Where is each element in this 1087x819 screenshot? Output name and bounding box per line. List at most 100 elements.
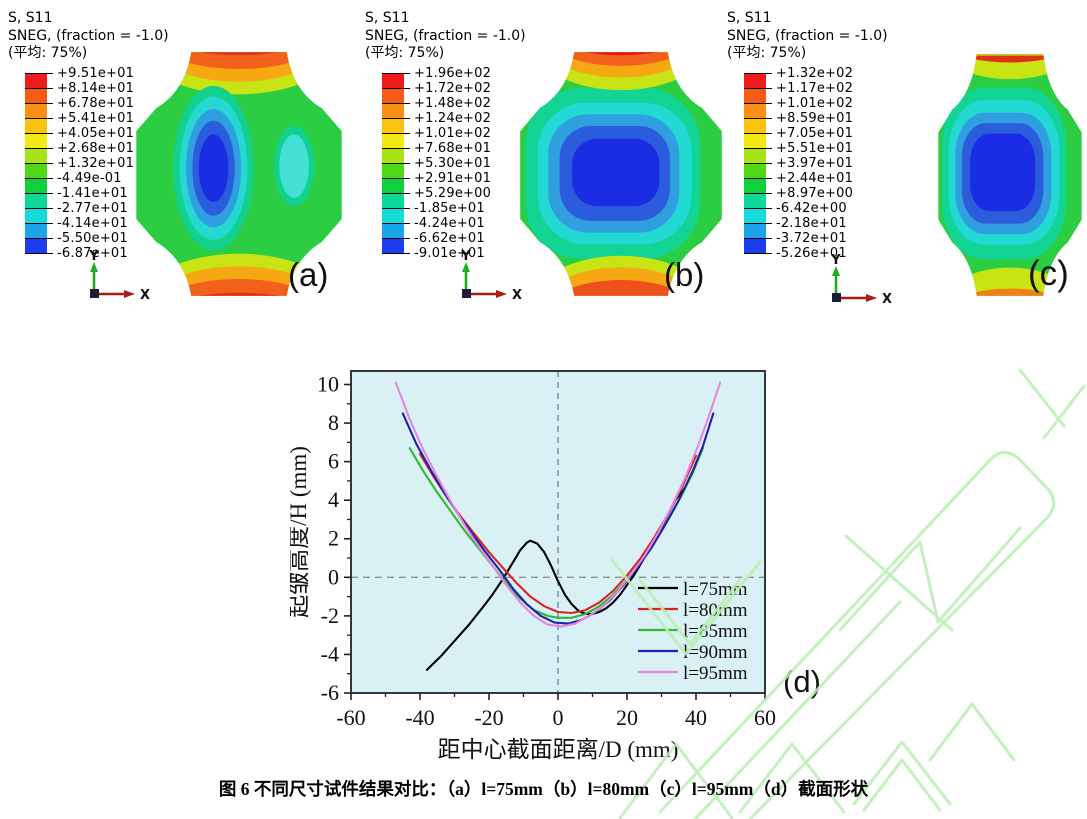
colorbar-tick (25, 132, 53, 134)
axis-triad-c: Y X (830, 253, 892, 307)
colorbar-tick (744, 222, 772, 224)
colorbar-value: +1.01e+02 (776, 95, 854, 111)
svg-text:-6: -6 (321, 680, 339, 705)
svg-text:-4: -4 (321, 641, 339, 666)
colorbar-value: -3.72e+01 (776, 230, 847, 246)
colorbar-value: +2.44e+01 (776, 170, 854, 186)
legend-label-l=95mm: l=95mm (683, 663, 748, 684)
colorbar-tick (744, 207, 772, 209)
colorbar-band (382, 102, 404, 118)
colorbar-value: +3.97e+01 (776, 155, 854, 171)
panel-label-d: (d) (783, 664, 821, 699)
colorbar-band (744, 72, 766, 88)
colorbar-tick (25, 192, 53, 194)
colorbar-band (744, 192, 766, 208)
colorbar-tick (382, 102, 410, 104)
colorbar-band (25, 87, 47, 103)
z-origin-icon (832, 293, 841, 302)
colorbar-band (382, 237, 404, 253)
y-axis-title: 起皱高度/H (mm) (290, 446, 311, 618)
line-chart-d: -60 -40 -20 0 20 40 60 -6 -4 -2 0 2 4 6 8 10 距中心截面距离/D (… (286, 350, 850, 794)
triad-x-label: X (512, 288, 522, 303)
colorbar-value: +1.96e+02 (414, 65, 492, 81)
colorbar-tick (744, 102, 772, 104)
field-title: S, S11 (8, 10, 53, 26)
colorbar-value: +2.68e+01 (57, 140, 135, 156)
colorbar-band (25, 192, 47, 208)
colorbar-value: +8.97e+00 (776, 185, 854, 201)
colorbar-band (25, 72, 47, 88)
colorbar-tick (382, 177, 410, 179)
svg-text:-20: -20 (474, 705, 503, 730)
colorbar-band (25, 237, 47, 253)
x-arrow-icon (124, 290, 135, 298)
colorbar-value: +7.68e+01 (414, 140, 492, 156)
colorbar-band (382, 177, 404, 193)
colorbar-value: +1.48e+02 (414, 95, 492, 111)
contour-panel-a: S, S11 SNEG, (fraction = -1.0) (平均: 75%)… (8, 10, 169, 270)
x-arrow-icon (496, 290, 507, 298)
svg-text:6: 6 (328, 449, 339, 474)
contour-panel-c: S, S11 SNEG, (fraction = -1.0) (平均: 75%)… (727, 10, 888, 270)
svg-text:0: 0 (553, 705, 564, 730)
colorbar-tick (25, 177, 53, 179)
colorbar-band (744, 132, 766, 148)
colorbar-tick (25, 87, 53, 89)
colorbar-value: -6.87e+01 (57, 245, 128, 261)
svg-text:4: 4 (328, 487, 339, 512)
colorbar-value: +7.05e+01 (776, 125, 854, 141)
legend-label-l=85mm: l=85mm (683, 621, 748, 642)
colorbar-value: +1.01e+02 (414, 125, 492, 141)
colorbar-tick (25, 162, 53, 164)
panel-label-b: (b) (664, 256, 705, 293)
colorbar-tick (744, 162, 772, 164)
colorbar-value: -1.85e+01 (414, 200, 485, 216)
colorbar-value: -4.49e-01 (57, 170, 122, 186)
colorbar-value: +1.72e+02 (414, 80, 492, 96)
colorbar-value: -9.01e+01 (414, 245, 485, 261)
colorbar-value: +8.59e+01 (776, 110, 854, 126)
field-title: S, S11 (727, 10, 772, 26)
specimen-contour-a (136, 52, 342, 296)
field-subtitle: SNEG, (fraction = -1.0) (365, 27, 526, 44)
field-average: (平均: 75%) (365, 45, 445, 61)
panel-label-c: (c) (1028, 254, 1069, 293)
colorbar-tick (382, 207, 410, 209)
colorbar-band (382, 192, 404, 208)
colorbar-band (25, 207, 47, 223)
colorbar-tick (25, 252, 53, 254)
colorbar-strip (744, 72, 766, 253)
colorbar-tick (382, 87, 410, 89)
colorbar-tick (25, 222, 53, 224)
triad-y-label: Y (88, 249, 99, 264)
colorbar-value: +8.14e+01 (57, 80, 135, 96)
colorbar-band (744, 222, 766, 238)
svg-text:0: 0 (328, 564, 339, 589)
colorbar-band (744, 237, 766, 253)
colorbar-tick (25, 117, 53, 119)
figure-caption: 图 6 不同尺寸试件结果对比：（a）l=75mm（b）l=80mm（c）l=95… (218, 779, 869, 799)
legend-label-l=80mm: l=80mm (683, 600, 748, 621)
svg-text:60: 60 (754, 705, 776, 730)
colorbar-band (744, 162, 766, 178)
colorbar-tick (744, 192, 772, 194)
colorbar-tick (382, 147, 410, 149)
s11-legend-header: S, S11 SNEG, (fraction = -1.0) (平均: 75%) (365, 10, 526, 63)
field-title: S, S11 (365, 10, 410, 26)
colorbar-tick (25, 72, 53, 74)
colorbar-value: -4.14e+01 (57, 215, 128, 231)
s11-colorbar: +9.51e+01 +8.14e+01 +6.78e+01 +5.41e+01 +4.0… (8, 66, 168, 270)
colorbar-tick (744, 72, 772, 74)
svg-text:2: 2 (328, 526, 339, 551)
colorbar-tick (382, 72, 410, 74)
colorbar-value: -6.42e+00 (776, 200, 847, 216)
z-origin-icon (90, 289, 99, 298)
colorbar-value: -2.77e+01 (57, 200, 128, 216)
colorbar-band (25, 117, 47, 133)
specimen-contour-b (520, 52, 722, 296)
colorbar-tick (382, 162, 410, 164)
s11-colorbar: +1.96e+02 +1.72e+02 +1.48e+02 +1.24e+02 +1.0… (365, 66, 525, 270)
colorbar-band (382, 72, 404, 88)
